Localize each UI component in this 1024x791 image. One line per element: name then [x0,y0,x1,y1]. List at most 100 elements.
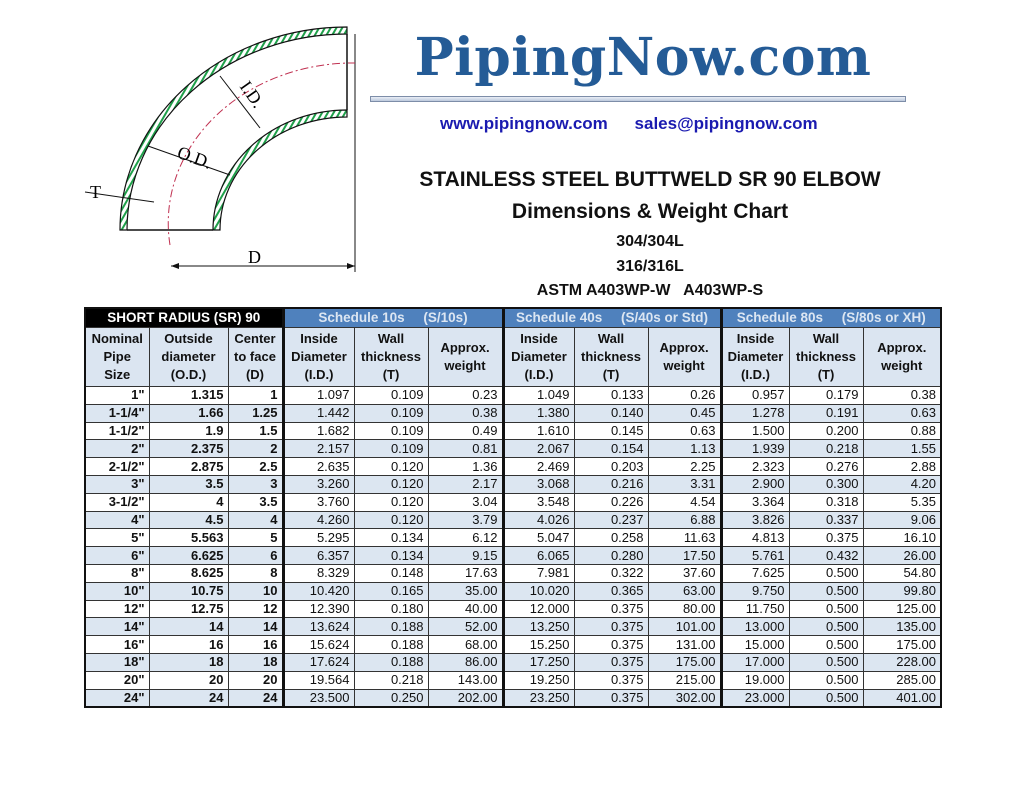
table-cell: 17.63 [427,563,504,583]
table-cell: 26.00 [862,546,942,565]
table-cell: 18 [227,652,284,672]
column-header: Inside Diameter (I.D.) [501,327,575,387]
table-cell: 8.329 [281,563,355,583]
table-cell: 12.000 [501,599,575,619]
table-cell: 1.049 [501,386,575,405]
table-cell: 0.957 [719,386,790,405]
table-cell: 2.635 [281,457,355,476]
table-cell: 7.981 [501,563,575,583]
table-row: 1" 1.315 1 1.097 0.109 0.23 1.049 0.133 0.26 0.95… [84,386,942,405]
table-cell: 13.624 [281,617,355,637]
website-link[interactable]: www.pipingnow.com [440,114,608,133]
table-cell: 0.203 [573,457,649,476]
table-cell: 0.120 [353,492,429,512]
table-cell: 2.900 [719,474,790,494]
column-header: Approx. weight [427,327,504,387]
table-cell: 10" [84,581,150,601]
table-cell: 6.88 [647,510,722,530]
table-cell: 0.134 [353,528,429,548]
group-header-sch80s: Schedule 80s (S/80s or XH) [719,307,942,328]
table-cell: 0.337 [788,510,864,530]
table-cell: 0.218 [353,670,429,690]
table-cell: 0.276 [788,457,864,476]
column-header: Center to face (D) [227,327,284,387]
table-cell: 19.000 [719,670,790,690]
table-row: 24" 24 24 23.500 0.250 202.00 23.250 0.375 302.0… [84,688,942,708]
table-cell: 131.00 [647,635,722,654]
table-cell: 10 [227,581,284,601]
table-cell: 143.00 [427,670,504,690]
table-cell: 1.25 [227,403,284,423]
table-cell: 12.75 [148,599,229,619]
table-row: 14" 14 14 13.624 0.188 52.00 13.250 0.375 101.00… [84,617,942,637]
table-cell: 20 [148,670,229,690]
table-cell: 0.120 [353,474,429,494]
table-cell: 1.55 [862,439,942,459]
table-cell: 0.375 [573,617,649,637]
table-cell: 0.120 [353,510,429,530]
table-cell: 13.000 [719,617,790,637]
table-cell: 9.06 [862,510,942,530]
table-cell: 4.54 [647,492,722,512]
table-cell: 14" [84,617,150,637]
table-cell: 2.88 [862,457,942,476]
table-cell: 68.00 [427,635,504,654]
table-cell: 0.148 [353,563,429,583]
table-cell: 0.322 [573,563,649,583]
table-cell: 0.500 [788,670,864,690]
table-cell: 8 [227,563,284,583]
table-cell: 23.250 [501,688,575,708]
table-cell: 17.50 [647,546,722,565]
table-cell: 4 [148,492,229,512]
table-cell: 0.63 [647,421,722,441]
table-cell: 5.295 [281,528,355,548]
group-header-sr90: SHORT RADIUS (SR) 90 [84,307,284,328]
table-cell: 5 [227,528,284,548]
table-cell: 0.38 [427,403,504,423]
table-cell: 0.250 [353,688,429,708]
table-cell: 0.134 [353,546,429,565]
table-cell: 0.81 [427,439,504,459]
column-header: Wall thickness (T) [788,327,864,387]
astm-spec: ASTM A403WP-W A403WP-S [536,282,764,299]
column-header: Approx. weight [862,327,942,387]
email-link[interactable]: sales@pipingnow.com [634,114,818,133]
table-cell: 0.180 [353,599,429,619]
table-cell: 12 [227,599,284,619]
table-cell: 16" [84,635,150,654]
table-cell: 3.04 [427,492,504,512]
table-cell: 3" [84,474,150,494]
table-cell: 0.500 [788,688,864,708]
table-cell: 0.432 [788,546,864,565]
table-cell: 1.13 [647,439,722,459]
table-cell: 175.00 [862,635,942,654]
table-cell: 12.390 [281,599,355,619]
table-cell: 0.216 [573,474,649,494]
table-cell: 3.5 [148,474,229,494]
table-cell: 10.420 [281,581,355,601]
table-cell: 1.9 [148,421,229,441]
group-header-sch10s: Schedule 10s (S/10s) [281,307,504,328]
table-cell: 0.280 [573,546,649,565]
table-cell: 3.548 [501,492,575,512]
table-cell: 0.26 [647,386,722,405]
table-cell: 101.00 [647,617,722,637]
table-cell: 3.260 [281,474,355,494]
table-cell: 4 [227,510,284,530]
table-cell: 0.188 [353,635,429,654]
table-cell: 2.067 [501,439,575,459]
table-cell: 2.5 [227,457,284,476]
table-cell: 2.25 [647,457,722,476]
table-cell: 20 [227,670,284,690]
table-cell: 6" [84,546,150,565]
table-cell: 1.315 [148,386,229,405]
column-header: Wall thickness (T) [573,327,649,387]
table-cell: 63.00 [647,581,722,601]
table-row: 5" 5.563 5 5.295 0.134 6.12 5.047 0.258 11.63 4.8… [84,528,942,548]
table-cell: 0.300 [788,474,864,494]
column-header-row: Nominal Pipe Size Outside diameter (O.D.)… [84,327,942,387]
table-cell: 1.939 [719,439,790,459]
material-grade-1: 304/304L [616,233,684,250]
table-cell: 0.45 [647,403,722,423]
table-cell: 16 [227,635,284,654]
